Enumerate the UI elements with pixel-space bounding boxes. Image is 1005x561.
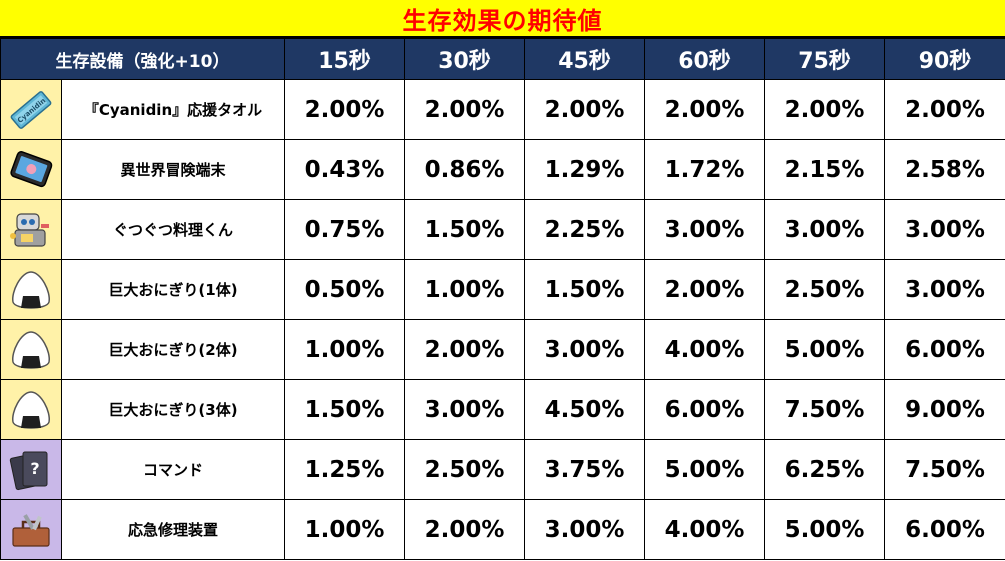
header-duration: 60秒 [644,38,765,80]
towel-icon: Cyanidin [10,90,52,129]
value-cell: 3.00% [764,199,885,260]
header-duration: 45秒 [524,38,645,80]
icon-cell: ? [0,439,62,500]
value-cell: 2.25% [524,199,645,260]
value-cell: 2.00% [404,79,525,140]
icon-cell [0,319,62,380]
value-cell: 1.50% [524,259,645,320]
value-cell: 1.00% [284,319,405,380]
value-cell: 2.00% [404,499,525,560]
value-cell: 6.00% [644,379,765,440]
value-cell: 1.72% [644,139,765,200]
value-cell: 5.00% [764,499,885,560]
icon-cell: Cyanidin [0,79,62,140]
value-cell: 2.15% [764,139,885,200]
table-row: 巨大おにぎり(2体) 1.00% 2.00% 3.00% 4.00% 5.00%… [0,319,1005,380]
equipment-name: 巨大おにぎり(3体) [61,379,285,440]
tablet-icon [10,150,53,187]
value-cell: 0.43% [284,139,405,200]
value-cell: 2.50% [404,439,525,500]
value-cell: 2.00% [884,79,1005,140]
equipment-name: 巨大おにぎり(1体) [61,259,285,320]
equipment-name: ぐつぐつ料理くん [61,199,285,260]
command-cards-icon: ? [9,451,48,490]
onigiri-icon [12,390,50,429]
icon-cell [0,139,62,200]
onigiri-icon [12,330,50,369]
value-cell: 0.50% [284,259,405,320]
icon-cell [0,379,62,440]
value-cell: 6.25% [764,439,885,500]
value-cell: 1.29% [524,139,645,200]
svg-text:?: ? [30,459,39,478]
table-row: 巨大おにぎり(1体) 0.50% 1.00% 1.50% 2.00% 2.50%… [0,259,1005,320]
value-cell: 2.00% [644,259,765,320]
value-cell: 7.50% [884,439,1005,500]
toolbox-icon [12,513,50,547]
value-cell: 3.00% [644,199,765,260]
value-cell: 1.50% [284,379,405,440]
cooking-robot-icon [10,212,49,247]
value-cell: 3.75% [524,439,645,500]
value-cell: 5.00% [644,439,765,500]
header-duration: 90秒 [884,38,1005,80]
value-cell: 9.00% [884,379,1005,440]
header-row: 生存設備（強化+10） 15秒 30秒 45秒 60秒 75秒 90秒 [0,38,1005,80]
equipment-name: コマンド [61,439,285,500]
value-cell: 3.00% [884,259,1005,320]
table-row: Cyanidin 『Cyanidin』応援タオル 2.00% 2.00% 2.0… [0,79,1005,140]
equipment-name: 巨大おにぎり(2体) [61,319,285,380]
value-cell: 3.00% [404,379,525,440]
value-cell: 2.50% [764,259,885,320]
value-cell: 1.00% [404,259,525,320]
value-cell: 2.00% [644,79,765,140]
value-cell: 5.00% [764,319,885,380]
value-cell: 2.58% [884,139,1005,200]
header-duration: 30秒 [404,38,525,80]
table-row: 巨大おにぎり(3体) 1.50% 3.00% 4.50% 6.00% 7.50%… [0,379,1005,440]
value-cell: 1.25% [284,439,405,500]
survival-effect-table: 生存設備（強化+10） 15秒 30秒 45秒 60秒 75秒 90秒 Cyan… [0,38,1005,560]
table-row: ぐつぐつ料理くん 0.75% 1.50% 2.25% 3.00% 3.00% 3… [0,199,1005,260]
header-duration: 15秒 [284,38,405,80]
value-cell: 3.00% [884,199,1005,260]
table-row: 異世界冒険端末 0.43% 0.86% 1.29% 1.72% 2.15% 2.… [0,139,1005,200]
icon-cell [0,259,62,320]
value-cell: 6.00% [884,319,1005,380]
page-title: 生存効果の期待値 [402,6,603,35]
value-cell: 2.00% [284,79,405,140]
header-equipment: 生存設備（強化+10） [0,38,285,80]
onigiri-icon [12,270,50,309]
value-cell: 4.50% [524,379,645,440]
value-cell: 0.75% [284,199,405,260]
value-cell: 6.00% [884,499,1005,560]
value-cell: 1.50% [404,199,525,260]
value-cell: 3.00% [524,319,645,380]
header-duration: 75秒 [764,38,885,80]
equipment-name: 『Cyanidin』応援タオル [61,79,285,140]
value-cell: 3.00% [524,499,645,560]
value-cell: 2.00% [404,319,525,380]
title-bar: 生存効果の期待値 [0,0,1005,38]
table-row: ? コマンド 1.25% 2.50% 3.75% 5.00% 6.25% 7.5… [0,439,1005,500]
icon-cell [0,499,62,560]
value-cell: 0.86% [404,139,525,200]
value-cell: 2.00% [764,79,885,140]
value-cell: 4.00% [644,499,765,560]
equipment-name: 異世界冒険端末 [61,139,285,200]
value-cell: 2.00% [524,79,645,140]
table-row: 応急修理装置 1.00% 2.00% 3.00% 4.00% 5.00% 6.0… [0,499,1005,560]
value-cell: 4.00% [644,319,765,380]
icon-cell [0,199,62,260]
value-cell: 7.50% [764,379,885,440]
value-cell: 1.00% [284,499,405,560]
equipment-name: 応急修理装置 [61,499,285,560]
